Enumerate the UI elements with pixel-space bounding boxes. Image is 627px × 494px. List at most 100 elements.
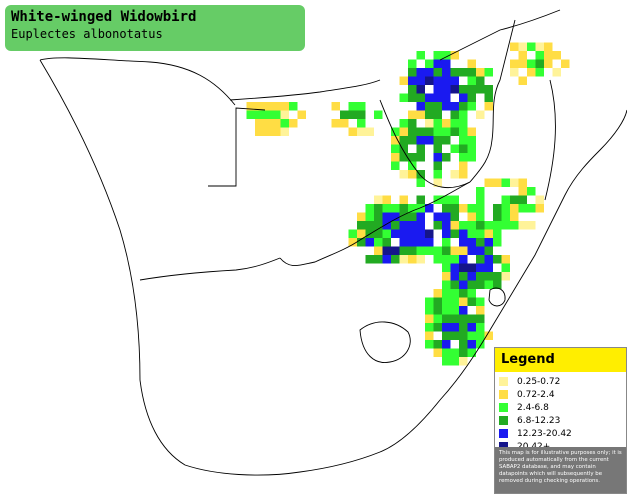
grid-cell xyxy=(391,229,400,238)
grid-cell xyxy=(561,59,570,68)
grid-cell xyxy=(263,127,272,136)
grid-cell xyxy=(433,136,442,145)
grid-cell xyxy=(408,212,417,221)
grid-cell xyxy=(501,255,510,264)
grid-cell xyxy=(297,110,306,119)
grid-cell xyxy=(416,238,425,247)
grid-cell xyxy=(425,331,434,340)
grid-cell xyxy=(442,323,451,332)
grid-cell xyxy=(442,263,451,272)
grid-cell xyxy=(493,272,502,281)
grid-cell xyxy=(467,153,476,162)
grid-cell xyxy=(467,272,476,281)
grid-cell xyxy=(484,272,493,281)
grid-cell xyxy=(459,340,468,349)
grid-cell xyxy=(280,119,289,128)
grid-cell xyxy=(357,119,366,128)
grid-cell xyxy=(442,280,451,289)
grid-cell xyxy=(518,59,527,68)
grid-cell xyxy=(416,136,425,145)
grid-cell xyxy=(357,110,366,119)
grid-cell xyxy=(442,314,451,323)
grid-cell xyxy=(510,68,519,77)
grid-cell xyxy=(459,68,468,77)
grid-cell xyxy=(408,76,417,85)
grid-cell xyxy=(476,280,485,289)
grid-cell xyxy=(476,272,485,281)
grid-cell xyxy=(408,170,417,179)
grid-cell xyxy=(272,110,281,119)
grid-cell xyxy=(450,297,459,306)
grid-cell xyxy=(501,263,510,272)
legend-swatch xyxy=(499,442,508,451)
grid-cell xyxy=(391,136,400,145)
grid-cell xyxy=(425,93,434,102)
grid-cell xyxy=(272,127,281,136)
grid-cell xyxy=(459,170,468,179)
border-swaziland xyxy=(488,287,506,307)
grid-cell xyxy=(467,59,476,68)
distribution-cells xyxy=(246,42,570,366)
grid-cell xyxy=(510,195,519,204)
grid-cell xyxy=(433,246,442,255)
grid-cell xyxy=(442,68,451,77)
grid-cell xyxy=(450,255,459,264)
grid-cell xyxy=(484,246,493,255)
grid-cell xyxy=(459,263,468,272)
grid-cell xyxy=(450,229,459,238)
grid-cell xyxy=(450,314,459,323)
grid-cell xyxy=(467,76,476,85)
grid-cell xyxy=(484,280,493,289)
grid-cell xyxy=(272,119,281,128)
grid-cell xyxy=(476,263,485,272)
grid-cell xyxy=(450,221,459,230)
grid-cell xyxy=(433,110,442,119)
border-orange-river xyxy=(139,257,281,281)
grid-cell xyxy=(433,51,442,60)
grid-cell xyxy=(459,204,468,213)
grid-cell xyxy=(459,297,468,306)
border-north xyxy=(439,9,561,61)
grid-cell xyxy=(450,272,459,281)
grid-cell xyxy=(408,229,417,238)
grid-cell xyxy=(467,280,476,289)
grid-cell xyxy=(425,323,434,332)
grid-cell xyxy=(518,42,527,51)
grid-cell xyxy=(493,221,502,230)
grid-cell xyxy=(433,314,442,323)
grid-cell xyxy=(399,119,408,128)
grid-cell xyxy=(408,255,417,264)
grid-cell xyxy=(535,59,544,68)
grid-cell xyxy=(450,195,459,204)
grid-cell xyxy=(459,306,468,315)
grid-cell xyxy=(535,68,544,77)
grid-cell xyxy=(331,119,340,128)
grid-cell xyxy=(544,59,553,68)
legend-label: 0.72-2.4 xyxy=(517,389,555,400)
grid-cell xyxy=(425,110,434,119)
grid-cell xyxy=(535,51,544,60)
grid-cell xyxy=(450,246,459,255)
grid-cell xyxy=(450,204,459,213)
grid-cell xyxy=(357,127,366,136)
grid-cell xyxy=(450,144,459,153)
grid-cell xyxy=(433,119,442,128)
grid-cell xyxy=(442,76,451,85)
grid-cell xyxy=(476,221,485,230)
grid-cell xyxy=(425,229,434,238)
grid-cell xyxy=(255,110,264,119)
grid-cell xyxy=(425,68,434,77)
grid-cell xyxy=(416,246,425,255)
grid-cell xyxy=(442,85,451,94)
grid-cell xyxy=(476,85,485,94)
grid-cell xyxy=(459,272,468,281)
legend-swatch xyxy=(499,390,508,399)
grid-cell xyxy=(459,314,468,323)
coastline xyxy=(39,59,627,476)
grid-cell xyxy=(399,144,408,153)
grid-cell xyxy=(433,323,442,332)
grid-cell xyxy=(476,323,485,332)
grid-cell xyxy=(425,59,434,68)
grid-cell xyxy=(374,255,383,264)
